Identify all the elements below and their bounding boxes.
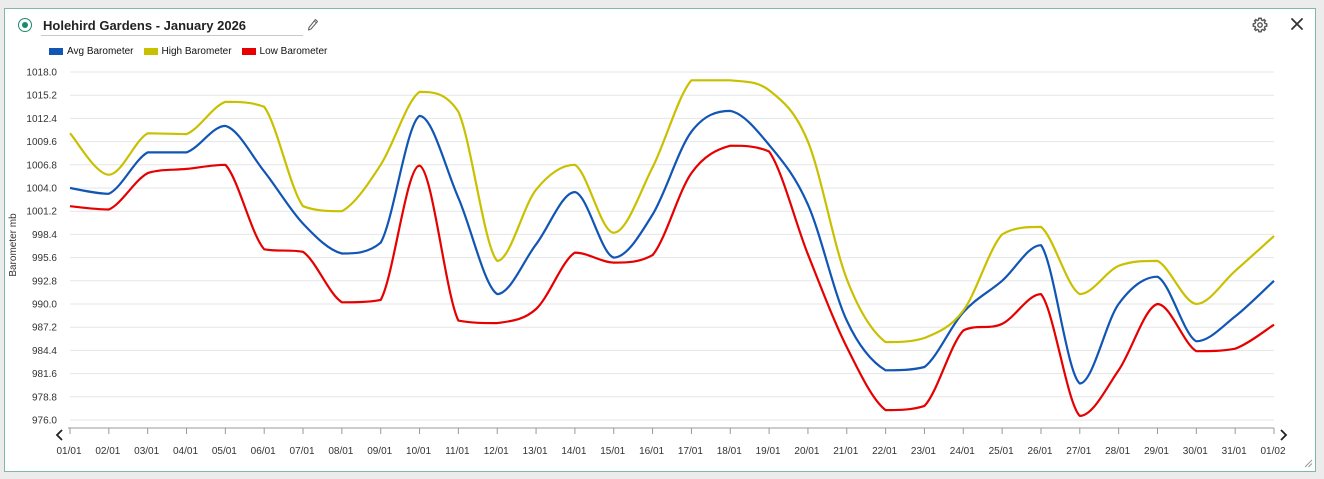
x-tick-label: 14/01 [561,446,586,457]
y-tick-label: 987.2 [32,323,57,334]
resize-handle-icon[interactable] [1304,459,1313,468]
pencil-icon[interactable] [307,18,319,32]
legend-item-low[interactable]: Low Barometer [241,46,328,57]
y-tick-label: 1018.0 [26,68,57,79]
chart-panel: Avg Barometer High Barometer Low Baromet… [4,8,1316,472]
x-tick-label: 06/01 [251,446,276,457]
chevron-right-icon[interactable] [1277,427,1291,443]
x-tick-label: 26/01 [1027,446,1052,457]
legend-swatch-high [143,48,158,55]
y-tick-label: 1012.4 [26,114,57,125]
y-axis-ticks: 1018.0 1015.2 1012.4 1009.6 1006.8 1004.0 1001… [26,68,57,427]
y-tick-label: 984.4 [32,346,57,357]
chart-legend: Avg Barometer High Barometer Low Baromet… [49,46,327,57]
y-tick-label: 981.6 [32,369,57,380]
chart-grid [70,71,1274,421]
y-tick-label: 990.0 [32,300,57,311]
y-tick-label: 1006.8 [26,160,57,171]
gear-icon[interactable] [1252,17,1268,33]
y-axis-label: Barometer mb [8,213,19,277]
x-tick-label: 30/01 [1183,446,1208,457]
y-tick-label: 992.8 [32,276,57,287]
legend-swatch-low [241,48,256,55]
x-tick-label: 08/01 [328,446,353,457]
legend-item-high[interactable]: High Barometer [143,46,232,57]
x-axis: 01/01 02/01 03/01 04/01 05/01 06/01 07/01 08/01… [56,427,1286,457]
legend-label-avg: Avg Barometer [67,46,134,57]
radio-dot-icon[interactable] [18,18,32,32]
x-tick-label: 20/01 [794,446,819,457]
x-tick-label: 05/01 [212,446,237,457]
chevron-left-icon[interactable] [52,427,66,443]
legend-swatch-avg [49,48,63,55]
x-tick-label: 13/01 [523,446,548,457]
series-line-avg-barometer [69,109,1275,385]
title-input[interactable] [41,16,303,36]
x-tick-label: 19/01 [756,446,781,457]
x-tick-label: 17/01 [678,446,703,457]
y-tick-label: 1001.2 [26,207,57,218]
legend-item-avg[interactable]: Avg Barometer [49,46,134,57]
x-tick-label: 16/01 [639,446,664,457]
legend-label-high: High Barometer [161,46,232,57]
x-tick-label: 02/01 [95,446,120,457]
x-tick-label: 23/01 [911,446,936,457]
series-lines [69,79,1275,417]
x-tick-label: 28/01 [1105,446,1130,457]
x-tick-label: 12/01 [484,446,509,457]
x-tick-label: 22/01 [872,446,897,457]
y-tick-label: 978.8 [32,392,57,403]
y-tick-label: 1015.2 [26,91,57,102]
legend-label-low: Low Barometer [259,46,328,57]
x-tick-label: 01/02 [1260,446,1285,457]
y-tick-label: 976.0 [32,416,57,427]
series-line-high-barometer [69,79,1275,344]
x-tick-label: 27/01 [1066,446,1091,457]
x-tick-label: 15/01 [600,446,625,457]
close-icon[interactable] [1290,17,1304,31]
x-tick-label: 10/01 [406,446,431,457]
x-tick-label: 25/01 [989,446,1014,457]
x-tick-label: 03/01 [134,446,159,457]
series-line-low-barometer [69,144,1275,417]
x-tick-label: 07/01 [290,446,315,457]
x-tick-label: 04/01 [173,446,198,457]
x-tick-label: 01/01 [56,446,81,457]
y-tick-label: 1009.6 [26,137,57,148]
x-tick-label: 18/01 [717,446,742,457]
y-tick-label: 995.6 [32,253,57,264]
x-tick-label: 29/01 [1144,446,1169,457]
y-tick-label: 1004.0 [26,184,57,195]
x-tick-label: 21/01 [833,446,858,457]
x-tick-label: 09/01 [367,446,392,457]
y-tick-label: 998.4 [32,230,57,241]
x-tick-label: 24/01 [950,446,975,457]
x-tick-label: 11/01 [445,446,470,457]
x-tick-label: 31/01 [1222,446,1247,457]
